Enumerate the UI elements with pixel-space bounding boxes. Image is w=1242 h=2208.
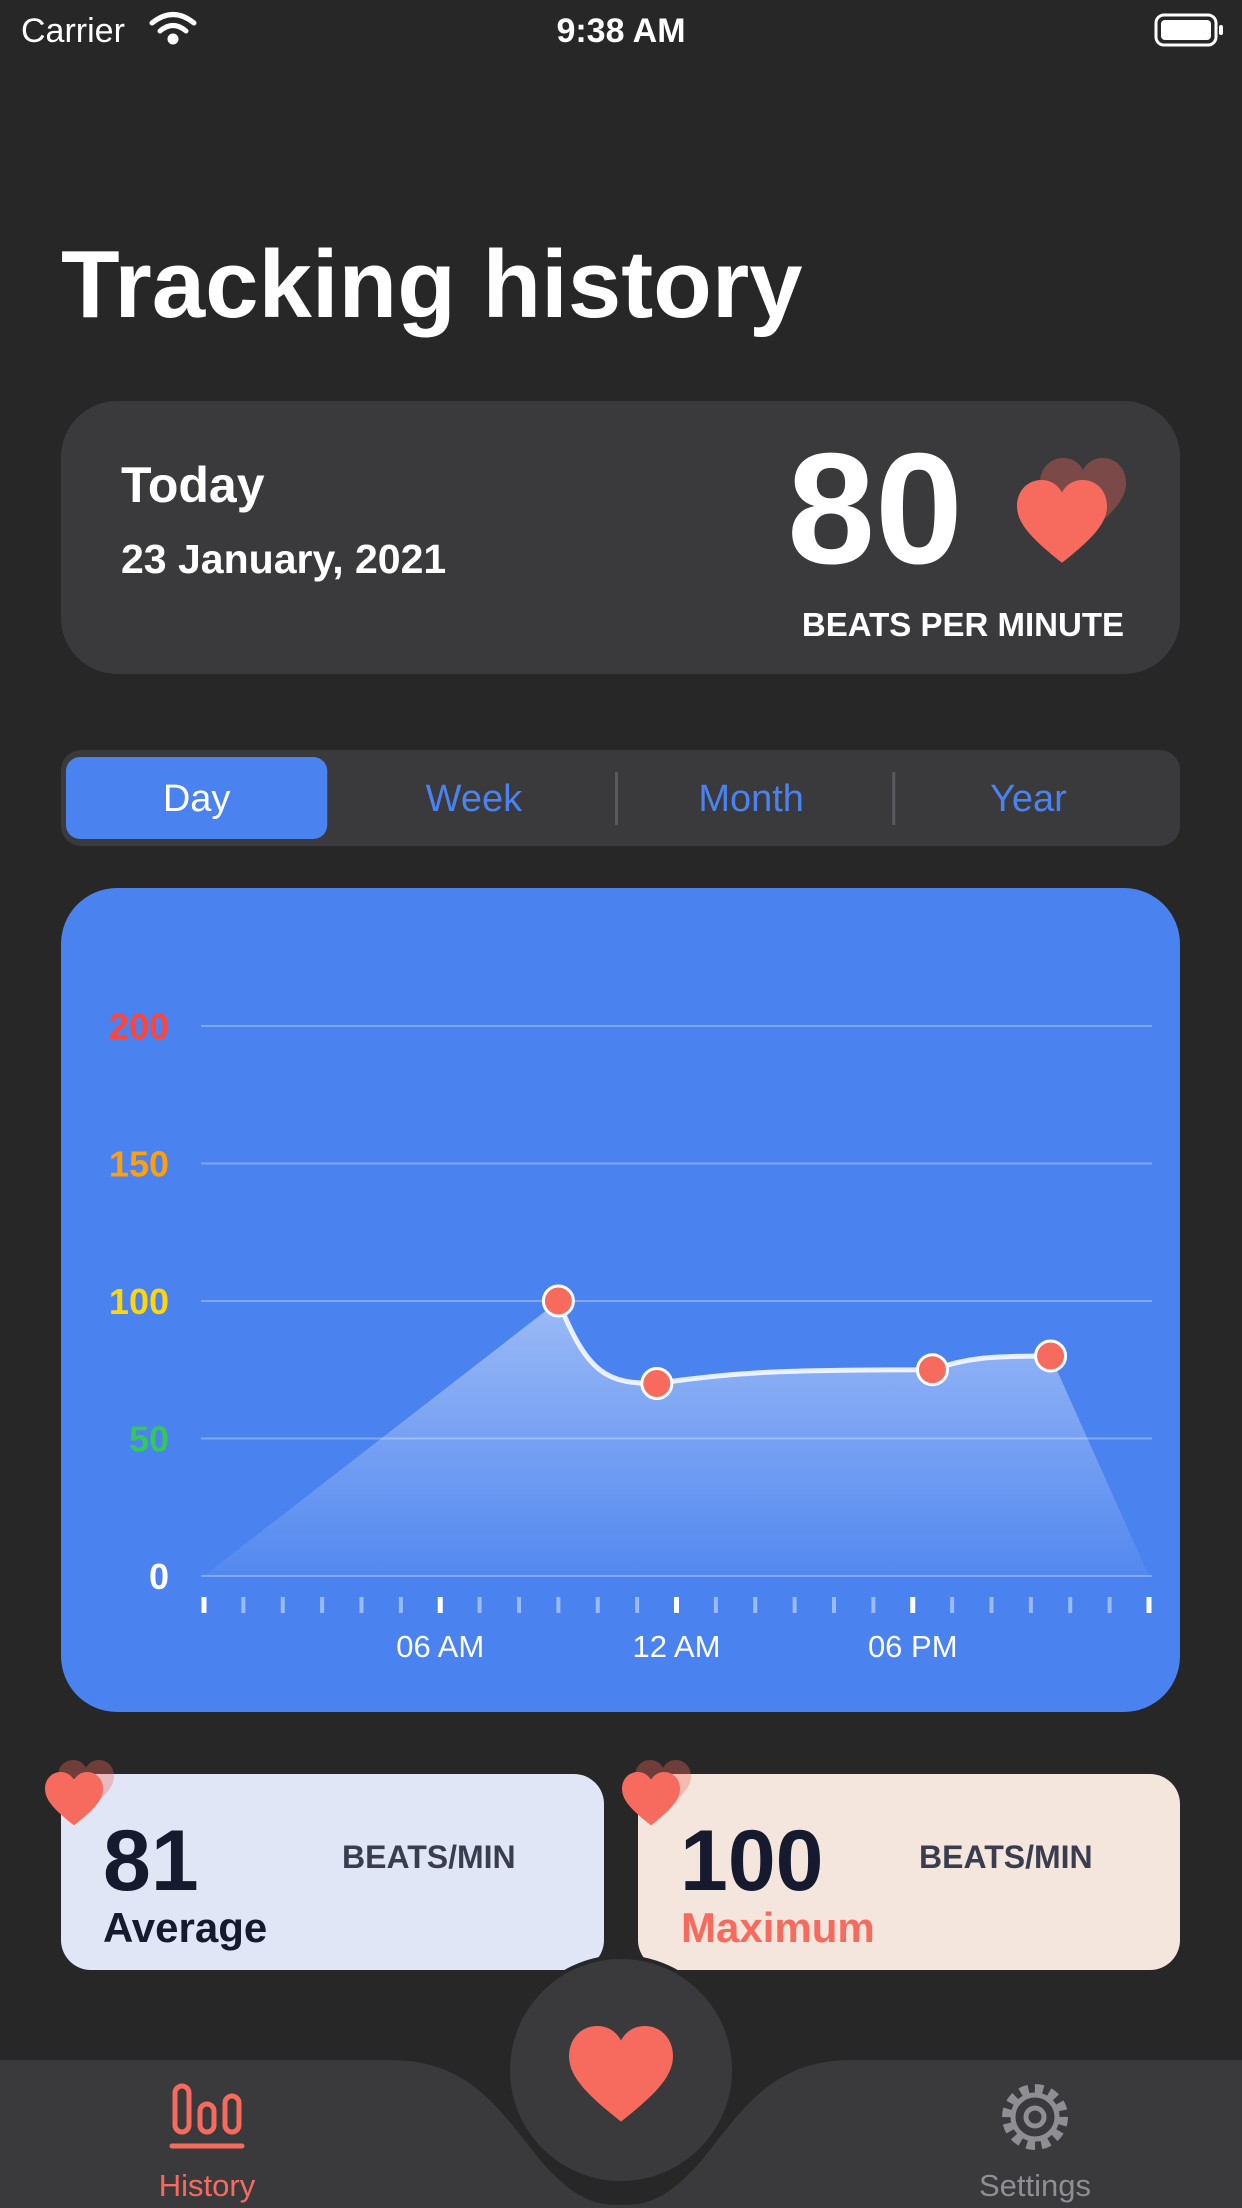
x-tick-label: 12 AM <box>633 1629 721 1664</box>
wifi-icon <box>149 12 197 45</box>
tab-bar <box>0 2060 1242 2208</box>
y-tick-label: 100 <box>109 1281 169 1322</box>
tab-label: History <box>159 2168 256 2203</box>
settings-tab[interactable]: Settings <box>979 2084 1091 2203</box>
history-icon <box>169 2083 245 2149</box>
average-card <box>61 1774 604 1970</box>
segmented-control <box>61 750 1180 846</box>
point <box>640 1367 674 1400</box>
page-title: Tracking history <box>61 231 803 338</box>
y-tick-label: 200 <box>109 1006 169 1047</box>
average-value: 81 <box>103 1813 199 1909</box>
x-tick-label: 06 AM <box>396 1629 484 1664</box>
maximum-value: 100 <box>680 1813 824 1909</box>
point <box>1034 1339 1068 1373</box>
point <box>541 1284 575 1318</box>
bpm-value: 80 <box>787 421 963 597</box>
clock: 9:38 AM <box>556 12 685 50</box>
y-tick-label: 150 <box>109 1144 169 1185</box>
tab-label: Settings <box>979 2168 1091 2203</box>
settings-icon <box>1002 2084 1068 2150</box>
average-label: Average <box>103 1904 267 1951</box>
area <box>204 1301 1149 1576</box>
history-tab[interactable]: History <box>159 2083 256 2203</box>
today-date: 23 January, 2021 <box>121 536 446 582</box>
x-tick-label: 06 PM <box>868 1629 958 1664</box>
bpm-unit: BEATS PER MINUTE <box>802 606 1124 643</box>
battery-icon <box>1154 13 1223 47</box>
carrier: Carrier <box>21 12 125 50</box>
average-unit: BEATS/MIN <box>342 1839 516 1875</box>
today-card <box>61 401 1180 674</box>
segment-label[interactable]: Month <box>698 778 804 820</box>
segment-selected <box>66 757 328 839</box>
maximum-label: Maximum <box>681 1904 875 1951</box>
segment-label[interactable]: Week <box>426 778 523 820</box>
segment-label[interactable]: Day <box>163 778 231 820</box>
y-tick-label: 0 <box>149 1556 169 1597</box>
segment-label[interactable]: Year <box>990 778 1067 820</box>
today-label: Today <box>121 457 265 513</box>
point <box>915 1353 949 1387</box>
maximum-card <box>638 1774 1180 1970</box>
y-tick-label: 50 <box>129 1419 169 1460</box>
line <box>556 1300 1051 1387</box>
maximum-unit: BEATS/MIN <box>919 1839 1093 1875</box>
